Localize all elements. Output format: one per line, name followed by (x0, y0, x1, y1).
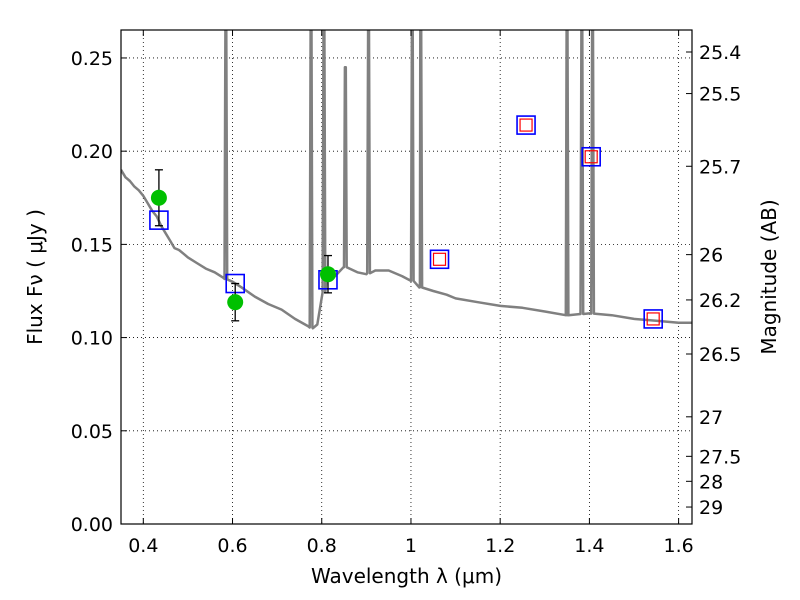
y-tick-label: 0.15 (71, 234, 113, 256)
plot-frame (120, 29, 693, 525)
x-tick-label: 1 (405, 535, 417, 557)
x-tick-label: 1.2 (485, 535, 515, 557)
observed-point (227, 294, 244, 311)
x-tick-label: 0.8 (307, 535, 337, 557)
right-tick-label: 25.4 (699, 42, 741, 64)
y-tick-label: 0.00 (71, 514, 113, 536)
data-markers (149, 115, 663, 329)
x-tick-label: 0.4 (128, 535, 158, 557)
model-photometry-box (429, 249, 450, 270)
y-tick-label: 0.10 (71, 328, 113, 350)
y-tick-label: 0.05 (71, 421, 113, 443)
model-photometry-box (581, 146, 601, 167)
right-tick-label: 25.5 (699, 84, 741, 106)
right-tick-label: 28 (699, 471, 723, 493)
y-tick-label: 0.25 (71, 48, 113, 70)
right-tick-label: 29 (699, 497, 723, 519)
model-photometry-inner-box (519, 118, 533, 132)
right-tick-label: 27.5 (699, 446, 741, 468)
model-photometry-box (516, 115, 536, 135)
y-axis-label-left: Flux Fν ( μJy ) (23, 209, 47, 345)
observed-point (319, 266, 336, 283)
model-spectrum (121, 30, 692, 330)
right-tick-label: 26.2 (699, 290, 741, 312)
right-tick-label: 26 (699, 245, 723, 267)
model-photometry-inner-box (646, 312, 660, 326)
right-tick-label: 25.7 (699, 156, 741, 178)
y-axis-label-right: Magnitude (AB) (757, 199, 781, 354)
model-photometry-box (643, 309, 663, 329)
model-spectrum-line (121, 30, 692, 330)
x-tick-label: 1.6 (664, 535, 694, 557)
observed-point (150, 189, 167, 206)
model-photometry-inner-box (432, 252, 447, 266)
grid-lines (121, 30, 692, 525)
model-photometry-inner-box (584, 150, 598, 164)
x-tick-label: 0.6 (217, 535, 247, 557)
x-tick-label: 1.4 (574, 535, 604, 557)
x-axis-label: Wavelength λ (μm) (311, 564, 502, 588)
y-tick-label: 0.20 (71, 141, 113, 163)
right-tick-label: 26.5 (699, 344, 741, 366)
axis-ticks: 0.4 0.6 0.8 1 1.2 1.4 1.6 0.00 0.05 0.10 0.15 0.20 0… (71, 30, 741, 557)
right-tick-label: 27 (699, 407, 723, 429)
